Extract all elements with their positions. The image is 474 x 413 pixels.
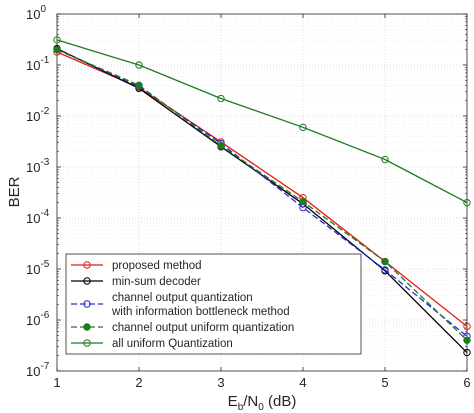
data-point — [381, 155, 389, 164]
y-tick-label: 100 — [26, 4, 46, 22]
data-point — [135, 61, 143, 69]
series-channel-output-uniform-quantization — [53, 45, 471, 344]
legend-box — [65, 253, 362, 355]
legend-label: channel output quantization — [112, 292, 253, 304]
legend-marker — [83, 300, 91, 308]
legend-label: min-sum decoder — [112, 276, 201, 288]
y-axis-label: BER — [6, 176, 23, 207]
legend-entry: proposed method — [71, 260, 202, 272]
y-tick-label: 10-7 — [26, 361, 50, 379]
y-tick-label: 10-2 — [26, 106, 50, 124]
data-point — [463, 322, 471, 331]
data-point — [135, 81, 143, 89]
x-tick-label: 3 — [217, 375, 224, 390]
series-line — [56, 48, 468, 354]
x-tick-label: 6 — [463, 375, 470, 390]
data-point — [217, 94, 225, 103]
data-point — [217, 142, 225, 150]
data-point — [463, 198, 471, 207]
data-point — [381, 266, 389, 274]
data-point — [299, 123, 307, 132]
x-tick-label: 4 — [299, 375, 306, 390]
data-point — [53, 36, 61, 44]
x-tick-label: 1 — [53, 375, 60, 390]
legend-entry: channel output uniform quantization — [71, 322, 294, 334]
y-tick-label: 10-4 — [26, 208, 50, 226]
series-line — [56, 49, 468, 341]
legend-entry: channel output quantization with informat… — [71, 292, 290, 318]
data-point — [53, 45, 61, 54]
axes: 1 2 3 4 5 6 100 10-1 10-2 10-3 10-4 10-5 10-6 10-7 — [26, 4, 471, 390]
series-layer — [53, 36, 471, 357]
legend-entry: min-sum decoder — [71, 276, 201, 288]
legend-label: channel output uniform quantization — [112, 322, 294, 334]
legend-marker — [83, 323, 91, 331]
data-point — [463, 336, 471, 344]
legend-marker — [83, 277, 91, 285]
y-tick-label: 10-6 — [26, 310, 50, 328]
legend-label: proposed method — [112, 260, 202, 272]
series-line — [56, 49, 468, 337]
data-point — [381, 257, 389, 266]
data-point — [463, 348, 471, 357]
legend-marker — [83, 339, 91, 347]
x-tick-label: 2 — [135, 375, 142, 390]
axes-box — [56, 13, 468, 372]
x-axis-label: Eb/N0 (dB) — [228, 393, 297, 413]
data-point — [299, 197, 307, 206]
legend-marker — [83, 261, 91, 269]
legend-label: with information bottleneck method — [111, 306, 290, 318]
legend-label: all uniform Quantization — [112, 338, 233, 350]
series-all-uniform-quantization — [53, 36, 471, 207]
legend: proposed method min-sum decoder channel ou… — [65, 253, 362, 355]
legend-entry: all uniform Quantization — [71, 338, 233, 350]
y-tick-label: 10-3 — [26, 157, 50, 175]
y-tick-label: 10-1 — [26, 55, 50, 73]
series-line — [56, 39, 468, 204]
x-tick-label: 5 — [381, 375, 388, 390]
y-tick-label: 10-5 — [26, 259, 50, 277]
